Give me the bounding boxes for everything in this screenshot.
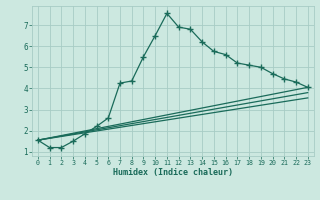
X-axis label: Humidex (Indice chaleur): Humidex (Indice chaleur) xyxy=(113,168,233,177)
